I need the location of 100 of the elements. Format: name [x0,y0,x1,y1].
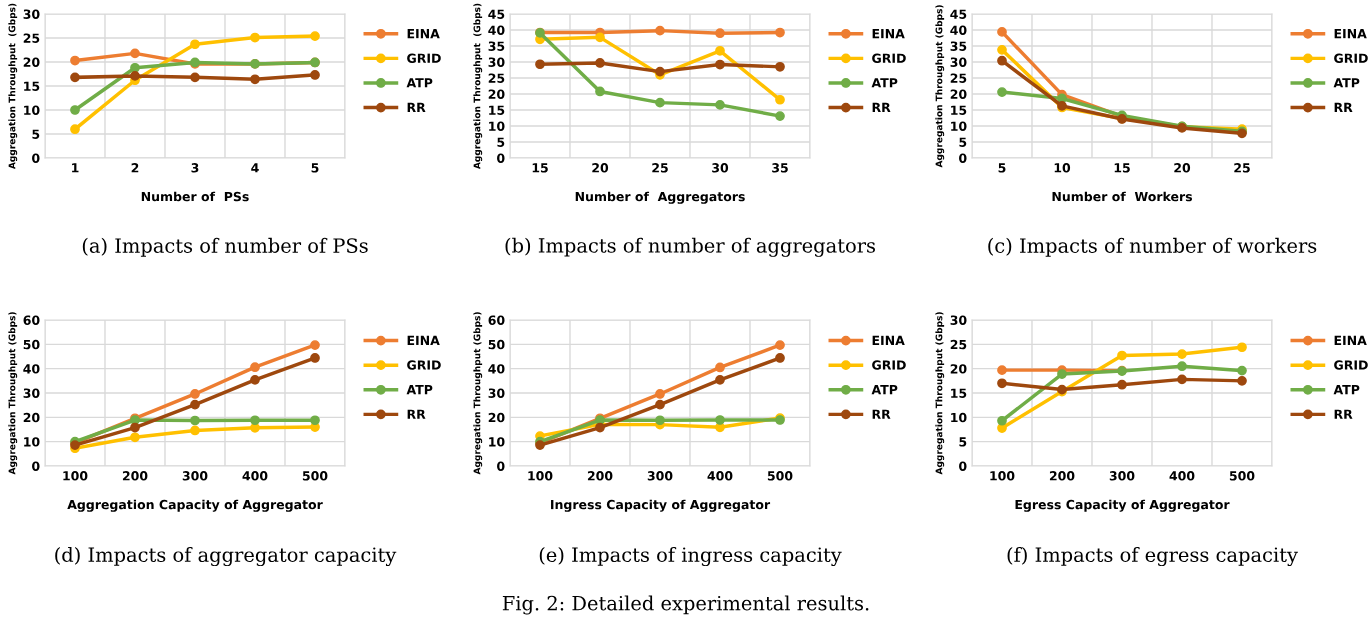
x-tick-label: 400 [707,471,733,481]
y-tick-label: 20 [23,57,40,67]
x-tick-label: 300 [182,471,208,481]
x-tick-label: 200 [1049,471,1075,481]
y-axis-title: Aggregation Throughput (Gbps) [473,312,483,475]
legend-label: RR [1334,409,1353,419]
y-tick-label: 20 [23,412,40,423]
x-tick-label: 3 [191,163,199,173]
x-tick-label: 100 [63,471,88,481]
text: (a) Impacts of number of PSs [82,237,368,257]
legend-label: GRID [872,53,906,63]
y-axis-title: Aggregation Throughput (Gbps) [8,3,18,170]
y-axis-title: Aggregation Throughput (Gbps) [8,312,18,475]
x-tick-label: 500 [302,471,328,481]
legend-label: GRID [872,360,906,370]
y-tick-label: 25 [950,339,967,350]
y-tick-label: 40 [488,364,505,374]
x-axis-title: Aggregation Capacity of Aggregator [67,499,323,512]
x-tick-label: 300 [1109,471,1135,481]
legend-label: ATP [1333,385,1360,395]
legend-label: ATP [406,78,433,88]
y-tick-label: 10 [951,412,967,423]
x-tick-label: 25 [1234,163,1250,173]
y-tick-label: 0 [959,461,967,471]
x-axis-title: Ingress Capacity of Aggregator [551,499,771,512]
y-tick-label: 5 [497,137,505,147]
y-tick-label: 20 [950,89,967,99]
caption: Fig. 2: Detailed experimental results. [502,595,869,615]
legend-label: ATP [1333,78,1360,88]
x-tick-label: 30 [712,163,729,173]
y-tick-label: 30 [23,388,40,398]
legend-label: GRID [1334,53,1368,63]
y-tick-label: 25 [488,73,505,83]
x-axis-title: Number of Aggregators [575,191,745,204]
y-tick-label: 30 [488,57,505,67]
y-tick-label: 10 [489,121,505,131]
x-tick-label: 200 [587,471,613,481]
y-tick-label: 10 [24,105,40,115]
y-tick-label: 40 [950,25,967,35]
text: (e) Impacts of ingress capacity [539,546,842,567]
legend-label: ATP [871,78,898,88]
x-tick-label: 20 [592,163,609,173]
y-tick-label: 20 [488,412,505,423]
legend-label: RR [1334,102,1353,112]
y-tick-label: 0 [32,153,40,163]
x-tick-label: 400 [242,471,268,481]
legend-label: RR [872,102,891,112]
text: (c) Impacts of number of workers [988,237,1317,257]
y-tick-label: 0 [497,461,505,471]
y-tick-label: 50 [488,339,505,350]
legend-label: EINA [872,335,905,345]
y-tick-label: 60 [488,315,505,325]
y-tick-label: 5 [959,137,967,147]
y-tick-label: 20 [950,364,967,374]
x-tick-label: 5 [998,163,1006,173]
legend-label: GRID [407,360,441,370]
y-tick-label: 30 [950,57,967,67]
y-tick-label: 10 [489,437,505,447]
y-tick-label: 45 [488,9,505,19]
y-tick-label: 5 [32,129,40,139]
y-tick-label: 15 [951,105,967,115]
x-tick-label: 300 [647,471,673,481]
y-axis-title: Aggregation Throughput (Gbps) [935,312,945,475]
x-tick-label: 10 [1054,163,1071,173]
y-tick-label: 25 [23,33,40,43]
legend-label: EINA [1334,335,1367,345]
legend-label: EINA [407,29,440,39]
x-axis-title: Number of Workers [1052,191,1193,202]
y-tick-label: 0 [32,461,40,471]
y-tick-label: 20 [488,89,505,99]
x-tick-label: 35 [772,163,788,173]
x-tick-label: 25 [652,163,668,173]
legend-label: GRID [407,53,441,63]
y-tick-label: 10 [951,121,967,131]
y-tick-label: 30 [950,315,967,325]
legend-label: EINA [872,29,905,39]
x-tick-label: 2 [131,163,139,173]
y-tick-label: 30 [23,9,40,19]
y-tick-label: 40 [23,364,40,374]
x-tick-label: 15 [532,163,548,173]
legend-label: ATP [871,385,898,395]
x-tick-label: 100 [990,471,1015,481]
text: (f) Impacts of egress capacity [1007,546,1298,567]
y-tick-label: 15 [951,388,967,398]
y-tick-label: 5 [959,437,967,447]
y-axis-title: Aggregation Throughput (Gbps) [935,5,945,168]
text: (d) Impacts of aggregator capacity [55,546,397,567]
x-tick-label: 4 [251,163,259,173]
y-tick-label: 15 [489,105,505,115]
x-tick-label: 15 [1114,163,1130,173]
x-tick-label: 500 [1229,471,1255,481]
x-tick-label: 1 [72,163,79,173]
y-tick-label: 10 [24,437,40,447]
legend-label: RR [872,409,891,419]
y-tick-label: 35 [950,41,967,51]
legend-label: ATP [406,385,433,395]
x-tick-label: 100 [528,471,553,481]
y-tick-label: 35 [488,41,505,51]
x-tick-label: 20 [1174,163,1191,173]
x-tick-label: 500 [767,471,793,481]
